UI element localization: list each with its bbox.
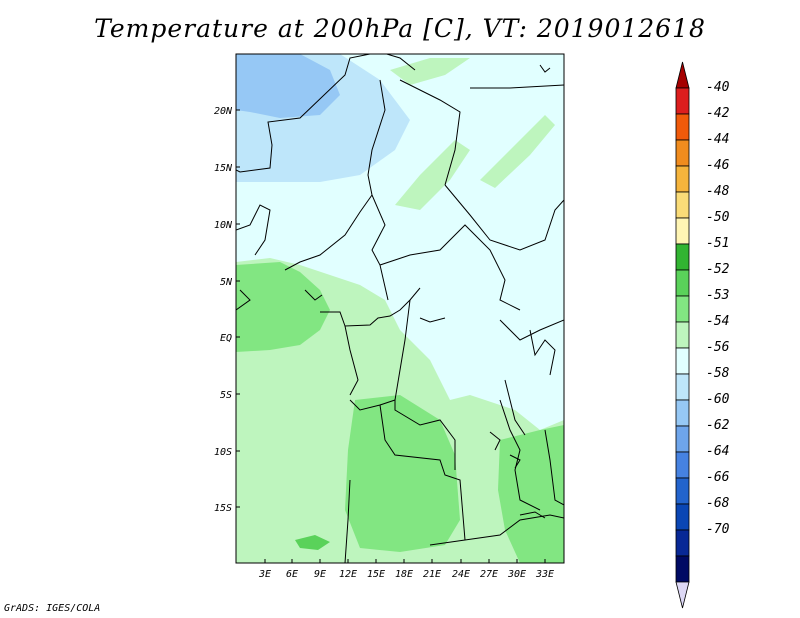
field-green-pale-streak-3 xyxy=(390,58,470,85)
x-label-24e: 24E xyxy=(452,569,470,580)
temperature-field xyxy=(236,54,564,563)
colorbar-segment xyxy=(675,347,690,375)
x-label-15e: 15E xyxy=(367,569,385,580)
colorbar-segment xyxy=(675,399,690,427)
colorbar-segment xyxy=(675,269,690,297)
y-label-eq: EQ xyxy=(220,333,232,344)
colorbar-segment xyxy=(675,165,690,193)
colorbar-label: -51 xyxy=(706,236,730,251)
colorbar-segment xyxy=(675,295,690,323)
colorbar-segment xyxy=(675,139,690,167)
field-green-mid xyxy=(295,535,330,550)
tick-marks xyxy=(236,109,546,563)
colorbar-segment xyxy=(675,373,690,401)
colorbar-label: -70 xyxy=(706,522,730,537)
colorbar-label: -44 xyxy=(706,132,730,147)
y-label-5s: 5S xyxy=(220,390,232,401)
colorbar-label: -50 xyxy=(706,210,730,225)
colorbar-segment xyxy=(675,87,690,115)
colorbar-label: -53 xyxy=(706,288,730,303)
colorbar-bottom-arrow xyxy=(675,581,690,609)
colorbar-label: -66 xyxy=(706,470,730,485)
colorbar-label: -62 xyxy=(706,418,730,433)
colorbar-segment xyxy=(675,451,690,479)
colorbar-segment xyxy=(675,503,690,531)
colorbar-label: -42 xyxy=(706,106,730,121)
colorbar-label: -48 xyxy=(706,184,730,199)
colorbar-label: -52 xyxy=(706,262,730,277)
y-label-10s: 10S xyxy=(214,447,232,458)
x-label-18e: 18E xyxy=(395,569,413,580)
colorbar-segment xyxy=(675,555,690,583)
x-label-12e: 12E xyxy=(339,569,357,580)
colorbar xyxy=(675,61,690,609)
field-green-light-1 xyxy=(236,262,330,352)
y-axis-labels: 20N 15N 10N 5N EQ 5S 10S 15S xyxy=(214,106,233,514)
colorbar-top-arrow xyxy=(675,61,690,89)
x-axis-labels: 3E 6E 9E 12E 15E 18E 21E 24E 27E 30E 33E xyxy=(258,569,554,580)
colorbar-label: -46 xyxy=(706,158,730,173)
y-label-10n: 10N xyxy=(214,220,233,231)
x-label-33e: 33E xyxy=(535,569,554,580)
field-green-pale-streak xyxy=(395,140,470,210)
colorbar-label: -68 xyxy=(706,496,730,511)
colorbar-segment xyxy=(675,425,690,453)
colorbar-label: -64 xyxy=(706,444,730,459)
y-label-15s: 15S xyxy=(214,503,232,514)
colorbar-segment xyxy=(675,191,690,219)
colorbar-segment xyxy=(675,529,690,557)
country-borders xyxy=(236,54,564,563)
x-label-21e: 21E xyxy=(423,569,441,580)
x-label-9e: 9E xyxy=(314,569,326,580)
colorbar-segment xyxy=(675,477,690,505)
field-green-light-3 xyxy=(498,425,564,563)
y-label-20n: 20N xyxy=(214,106,233,117)
x-label-6e: 6E xyxy=(286,569,298,580)
colorbar-segment xyxy=(675,113,690,141)
y-label-5n: 5N xyxy=(220,277,233,288)
colorbar-label: -56 xyxy=(706,340,730,355)
x-label-27e: 27E xyxy=(480,569,498,580)
map-frame xyxy=(235,53,565,564)
x-label-30e: 30E xyxy=(507,569,526,580)
field-sky-cold xyxy=(236,54,340,118)
field-green-light-2 xyxy=(345,395,460,552)
grads-credit: GrADS: IGES/COLA xyxy=(4,603,101,614)
colorbar-label: -60 xyxy=(706,392,730,407)
y-label-15n: 15N xyxy=(214,163,233,174)
colorbar-segment xyxy=(675,243,690,271)
colorbar-label: -54 xyxy=(706,314,730,329)
colorbar-label: -58 xyxy=(706,366,730,381)
colorbar-segment xyxy=(675,217,690,245)
chart-title: Temperature at 200hPa [C], VT: 201901261… xyxy=(94,14,706,43)
x-label-3e: 3E xyxy=(258,569,271,580)
colorbar-segment xyxy=(675,321,690,349)
field-green-pale-streak-2 xyxy=(480,115,555,188)
colorbar-label: -40 xyxy=(706,80,730,95)
